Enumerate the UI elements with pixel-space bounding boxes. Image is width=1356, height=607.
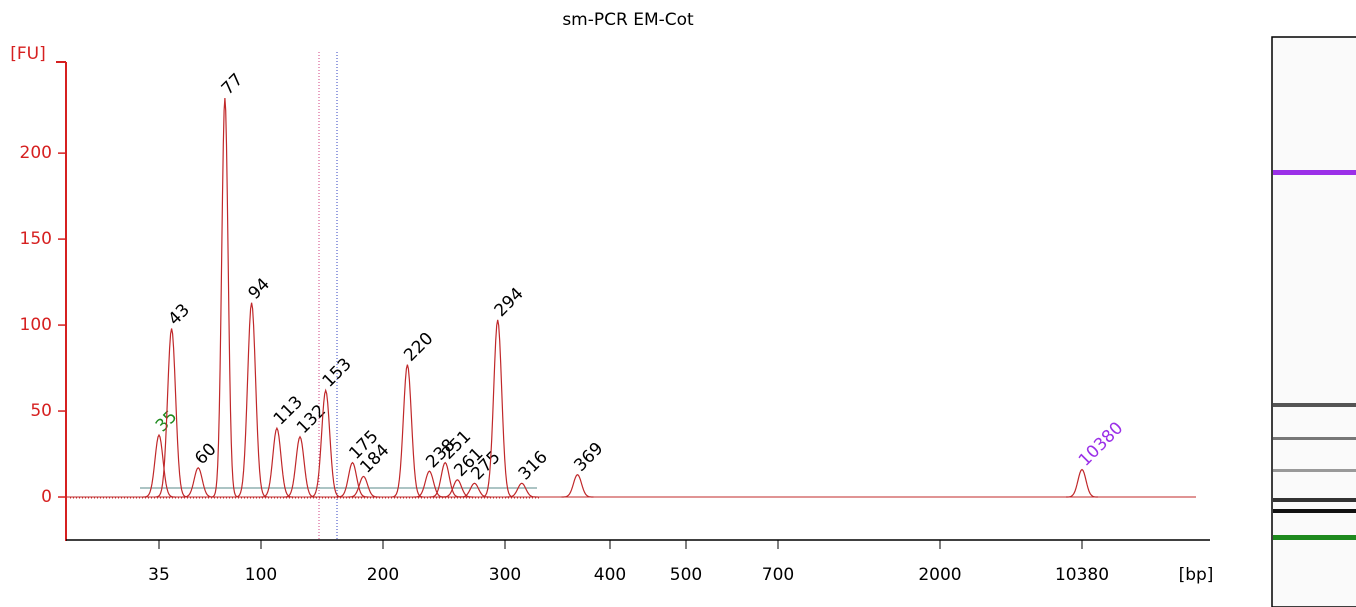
gel-band bbox=[1273, 170, 1356, 175]
peak-label: 153 bbox=[319, 354, 356, 391]
peak bbox=[336, 461, 369, 498]
x-tick-label: 500 bbox=[670, 565, 702, 585]
gel-band bbox=[1273, 469, 1356, 472]
peak bbox=[143, 433, 175, 498]
peak bbox=[211, 98, 238, 498]
gel-frame bbox=[1271, 36, 1356, 607]
peak bbox=[441, 479, 474, 498]
x-tick-label: 10380 bbox=[1055, 565, 1109, 585]
peak bbox=[561, 474, 594, 498]
peak-label: 369 bbox=[570, 439, 607, 476]
peak bbox=[458, 482, 491, 498]
gel-band bbox=[1273, 535, 1356, 540]
gel-band bbox=[1273, 498, 1356, 502]
peak bbox=[260, 426, 293, 498]
peak bbox=[505, 482, 538, 498]
peak bbox=[391, 364, 424, 498]
gel-lane bbox=[1271, 36, 1356, 607]
gel-band bbox=[1273, 509, 1356, 513]
x-tick-label: 100 bbox=[245, 565, 277, 585]
x-tick-label: 2000 bbox=[918, 565, 961, 585]
x-axis-label: [bp] bbox=[1179, 565, 1214, 585]
x-tick-label: 35 bbox=[148, 565, 170, 585]
y-tick-label: 100 bbox=[20, 315, 52, 335]
peak-label: 294 bbox=[491, 284, 528, 321]
peak-label: 220 bbox=[400, 329, 437, 366]
peak bbox=[155, 328, 188, 498]
peak-label: 60 bbox=[191, 439, 220, 468]
peak bbox=[481, 319, 514, 498]
peak-label: 94 bbox=[245, 274, 274, 303]
y-tick-label: 0 bbox=[41, 487, 52, 507]
y-tick-label: 50 bbox=[30, 401, 52, 421]
x-tick-label: 400 bbox=[594, 565, 626, 585]
x-tick-label: 700 bbox=[762, 565, 794, 585]
y-axis-label: [FU] bbox=[10, 44, 46, 64]
peak-label: 77 bbox=[218, 70, 247, 99]
gel-band bbox=[1273, 403, 1356, 407]
peak bbox=[284, 435, 316, 498]
x-tick-label: 200 bbox=[367, 565, 399, 585]
peak-label: 10380 bbox=[1075, 418, 1127, 470]
peak bbox=[347, 475, 380, 498]
y-tick-label: 200 bbox=[20, 143, 52, 163]
peak bbox=[235, 302, 268, 498]
peak bbox=[182, 466, 215, 498]
chart-title: sm-PCR EM-Cot bbox=[562, 10, 694, 30]
peak bbox=[1066, 468, 1098, 498]
peak-label: 316 bbox=[515, 447, 552, 484]
gel-band bbox=[1273, 437, 1356, 440]
peak-label: 43 bbox=[164, 300, 193, 329]
y-tick-label: 150 bbox=[20, 229, 52, 249]
peak bbox=[413, 470, 446, 498]
peak bbox=[429, 461, 462, 498]
x-tick-label: 300 bbox=[489, 565, 521, 585]
peak bbox=[309, 388, 342, 498]
